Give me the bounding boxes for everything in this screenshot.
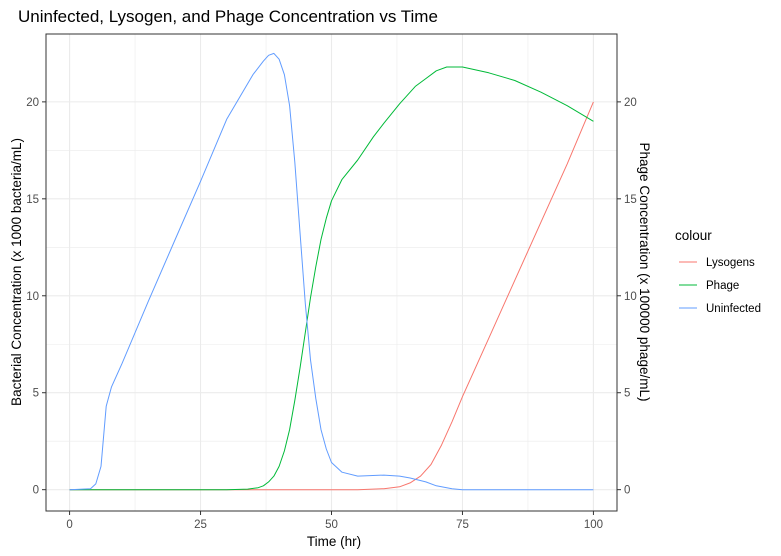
y-tick-label: 10 <box>26 291 39 303</box>
chart-title: Uninfected, Lysogen, and Phage Concentra… <box>18 7 438 26</box>
y-tick-label: 0 <box>33 485 39 497</box>
legend-label-phage: Phage <box>706 280 739 292</box>
legend-title: colour <box>675 228 712 243</box>
y2-tick-label: 10 <box>624 291 637 303</box>
plot-panel: 0 25 50 75 100 0 5 10 15 20 0 5 10 15 20 <box>26 33 637 531</box>
x-tick-label: 100 <box>584 519 603 531</box>
y2-axis-title: Phage Concentration (x 100000 phage/mL) <box>637 143 652 402</box>
y2-tick-label: 20 <box>624 97 637 109</box>
series-line-phage <box>69 66 594 491</box>
y-tick-label: 5 <box>33 388 39 400</box>
x-axis-title: Time (hr) <box>307 534 361 549</box>
y2-tick-label: 15 <box>624 194 637 206</box>
legend-label-uninfected: Uninfected <box>706 303 761 315</box>
x-tick-label: 50 <box>325 519 338 531</box>
legend: colour Lysogens Phage Uninfected <box>675 228 761 315</box>
y2-tick-label: 0 <box>624 485 630 497</box>
y2-tick-label: 5 <box>624 388 630 400</box>
y-tick-label: 15 <box>26 194 39 206</box>
x-tick-label: 0 <box>66 519 72 531</box>
series-line-lysogens <box>69 101 594 491</box>
legend-label-lysogens: Lysogens <box>706 257 755 269</box>
series-line-uninfected <box>69 52 594 491</box>
y-axis-title: Bacterial Concentration (x 1000 bacteria… <box>9 138 24 406</box>
x-tick-label: 25 <box>194 519 207 531</box>
x-tick-label: 75 <box>456 519 469 531</box>
y-tick-label: 20 <box>26 97 39 109</box>
